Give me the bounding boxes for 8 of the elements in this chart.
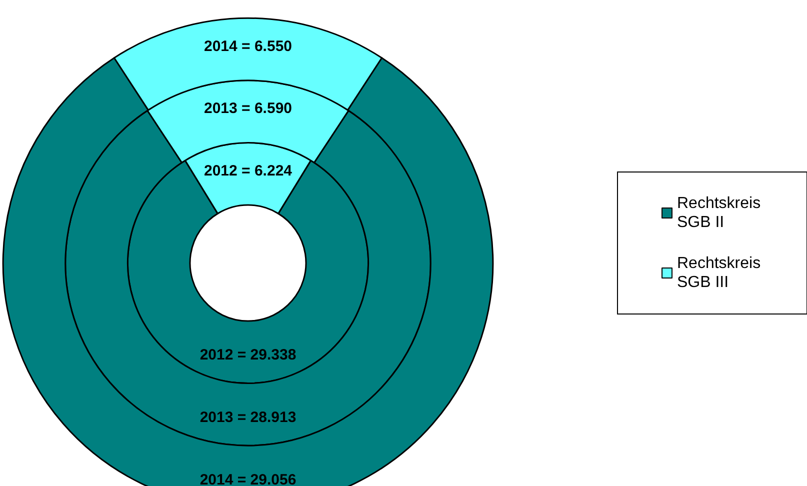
data-label: 2012 = 6.224 [204,162,293,180]
data-label: 2014 = 29.056 [200,471,296,486]
legend-label: Rechtskreis SGB II [677,195,766,231]
data-label: 2014 = 6.550 [204,38,292,55]
data-label: 2012 = 29.338 [200,346,296,364]
legend-label: Rechtskreis SGB III [677,255,766,291]
data-label: 2013 = 28.913 [200,408,296,426]
data-label: 2013 = 6.590 [204,100,292,118]
